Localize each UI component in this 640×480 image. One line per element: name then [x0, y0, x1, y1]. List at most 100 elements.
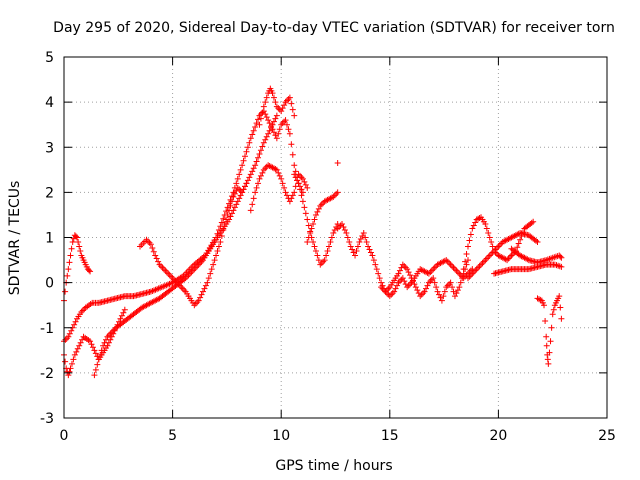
x-tick-label: 25 [598, 428, 616, 444]
data-point [273, 166, 280, 173]
data-point-fill [289, 151, 296, 158]
data-point-fill [288, 195, 295, 202]
data-point-fill [449, 263, 456, 270]
data-point [195, 297, 202, 304]
data-point-fill [320, 258, 327, 265]
data-point [256, 121, 263, 128]
data-point-fill [294, 177, 301, 184]
data-point-fill [220, 215, 227, 222]
data-point-fill [253, 120, 260, 127]
data-point-fill [289, 106, 296, 113]
data-point-fill [105, 332, 112, 339]
data-point-fill [297, 186, 304, 193]
data-point-fill [311, 243, 318, 250]
y-tick-label: 4 [45, 95, 54, 111]
data-point [325, 243, 332, 250]
data-point-fill [240, 157, 247, 164]
data-point-fill [159, 264, 166, 271]
data-point-fill [98, 347, 105, 354]
data-point-fill [354, 243, 361, 250]
data-point-fill [315, 205, 322, 212]
data-point-fill [394, 282, 401, 289]
data-point-fill [388, 291, 395, 298]
data-points [61, 85, 565, 379]
series-arc-j [334, 160, 341, 167]
data-point-fill [250, 195, 257, 202]
data-point-fill [524, 256, 531, 263]
data-point-fill [192, 300, 199, 307]
x-tick-label: 10 [272, 428, 290, 444]
data-point [399, 261, 406, 268]
data-point-fill [244, 144, 251, 151]
data-point [408, 275, 415, 282]
data-point-fill [440, 293, 447, 300]
data-point-fill [272, 115, 279, 122]
data-point-fill [231, 204, 238, 211]
data-point-fill [118, 312, 125, 319]
data-point [282, 189, 289, 196]
data-point [299, 175, 306, 182]
data-point-fill [363, 239, 370, 246]
data-point [74, 234, 81, 241]
data-point-fill [478, 261, 485, 268]
data-point-fill [92, 350, 99, 357]
data-point-fill [436, 291, 443, 298]
data-point [530, 218, 537, 225]
data-point-fill [231, 190, 238, 197]
data-point-fill [227, 213, 234, 220]
data-point-fill [331, 226, 338, 233]
data-point [200, 288, 207, 295]
data-point-fill [557, 253, 564, 260]
data-point-fill [272, 99, 279, 106]
data-point [464, 257, 471, 264]
data-point-fill [357, 236, 364, 243]
data-point [304, 216, 311, 223]
data-point-fill [64, 272, 71, 279]
y-tick-label: -2 [40, 366, 54, 382]
data-point-fill [201, 285, 208, 292]
data-point-fill [441, 288, 448, 295]
data-point-fill [483, 255, 490, 262]
data-point [343, 229, 350, 236]
data-point-fill [272, 132, 279, 139]
data-point-fill [288, 100, 295, 107]
data-point-fill [85, 267, 92, 274]
data-point-fill [341, 226, 348, 233]
data-point-fill [220, 226, 227, 233]
data-point-fill [475, 264, 482, 271]
data-point-fill [493, 245, 500, 252]
data-point-fill [476, 263, 483, 270]
data-point-fill [236, 195, 243, 202]
data-point-fill [276, 172, 283, 179]
data-point-fill [72, 233, 79, 240]
data-point-fill [246, 139, 253, 146]
data-point [308, 225, 315, 232]
data-point-fill [323, 252, 330, 259]
data-point-fill [255, 116, 262, 123]
data-point-fill [318, 201, 325, 208]
data-point-fill [197, 294, 204, 301]
data-point-fill [107, 330, 114, 337]
data-point-fill [433, 284, 440, 291]
data-point-fill [483, 225, 490, 232]
data-point-fill [279, 180, 286, 187]
data-point-fill [150, 248, 157, 255]
data-point-fill [314, 208, 321, 215]
data-point [100, 342, 107, 349]
data-point-fill [210, 261, 217, 268]
data-point-fill [276, 126, 283, 133]
data-point [378, 284, 385, 291]
data-point [404, 284, 411, 291]
data-point-fill [77, 339, 84, 346]
data-point [558, 263, 565, 270]
data-point-fill [349, 246, 356, 253]
data-point-fill [71, 321, 78, 328]
data-point-fill [94, 361, 101, 368]
data-point [147, 241, 154, 248]
data-point-fill [298, 174, 305, 181]
data-point-fill [430, 266, 437, 273]
data-point-fill [91, 347, 98, 354]
y-axis-label: SDTVAR / TECUs [7, 181, 23, 296]
data-point-fill [453, 290, 460, 297]
data-point-fill [63, 335, 70, 342]
